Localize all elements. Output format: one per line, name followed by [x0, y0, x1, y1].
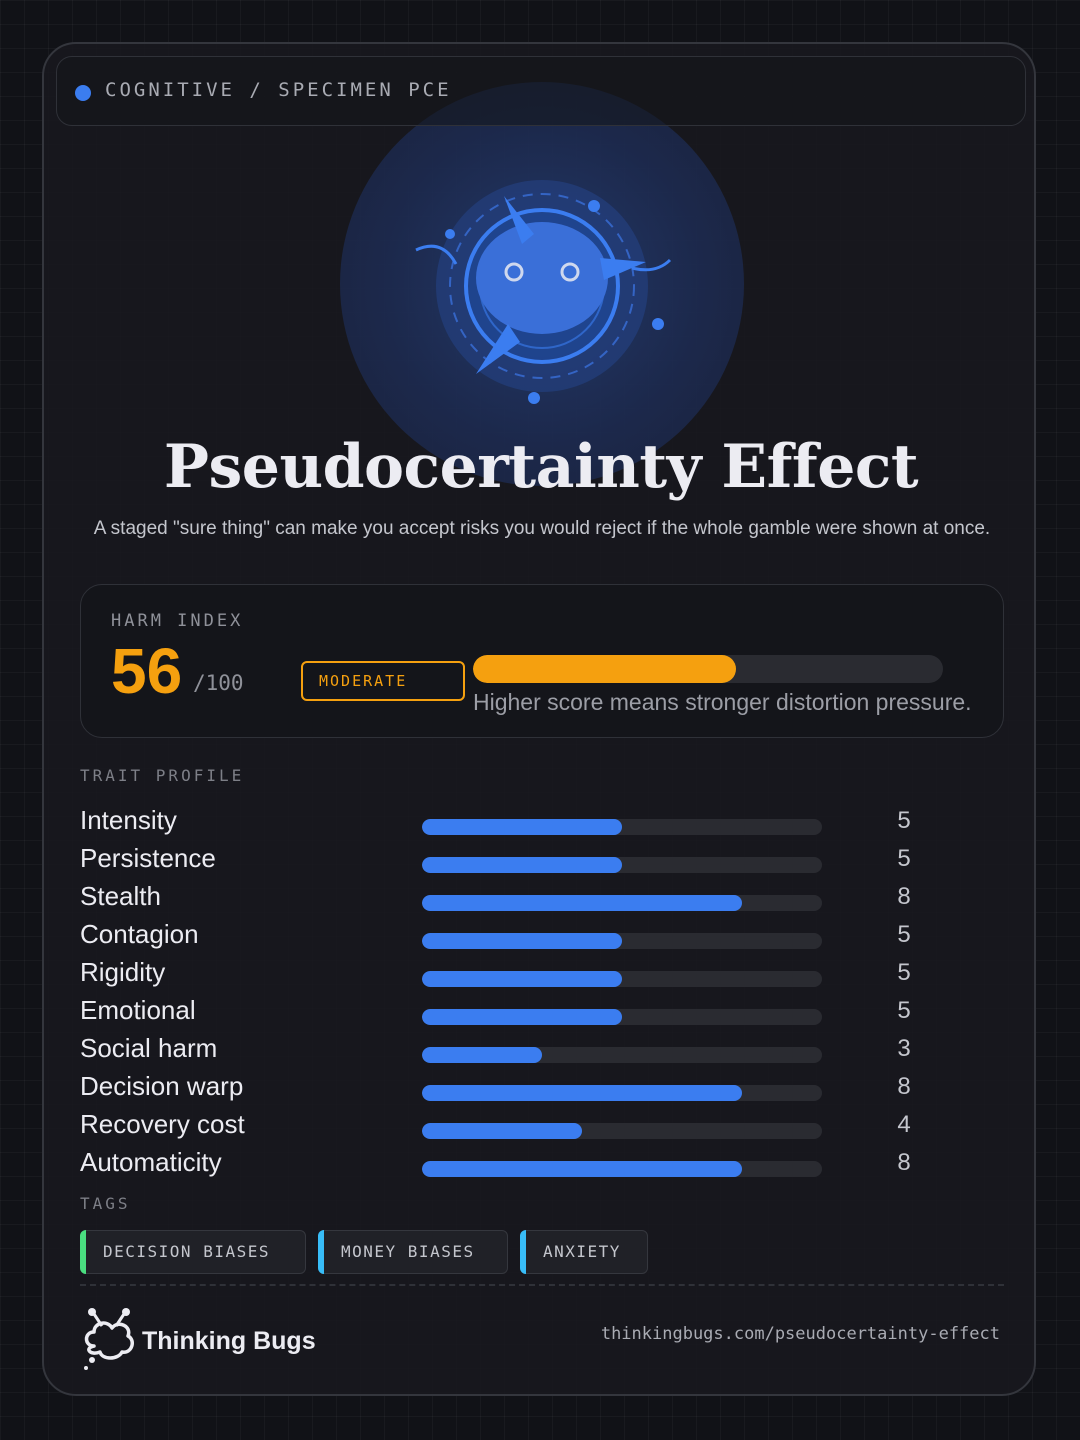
footer-divider	[80, 1284, 1004, 1286]
trait-bar-fill	[422, 1047, 542, 1063]
trait-name: Persistence	[80, 843, 216, 873]
trait-bar-track	[422, 895, 822, 911]
trait-value: 5	[897, 807, 911, 834]
tag-accent-stripe	[318, 1230, 324, 1274]
trait-row: Rigidity 5	[80, 954, 980, 992]
trait-bar-fill	[422, 1123, 582, 1139]
tag-label: ANXIETY	[543, 1242, 621, 1261]
specimen-card: COGNITIVE / SPECIMEN PCE Pseudocertainty…	[42, 42, 1036, 1396]
tags-label: TAGS	[80, 1194, 131, 1213]
trait-value: 8	[897, 883, 911, 910]
trait-bar-fill	[422, 971, 622, 987]
trait-name: Emotional	[80, 995, 196, 1025]
trait-row: Intensity 5	[80, 802, 980, 840]
trait-row: Decision warp 8	[80, 1068, 980, 1106]
trait-bar-fill	[422, 1085, 742, 1101]
trait-bar-track	[422, 971, 822, 987]
tag-label: MONEY BIASES	[341, 1242, 475, 1261]
harm-index-bar-fill	[473, 655, 737, 683]
trait-bar-track	[422, 819, 822, 835]
trait-name: Stealth	[80, 881, 161, 911]
thinking-bugs-logo-icon	[84, 1308, 134, 1370]
status-dot-icon	[75, 85, 91, 101]
page-title: Pseudocertainty Effect	[163, 432, 919, 502]
tag-accent-stripe	[80, 1230, 86, 1274]
trait-value: 5	[897, 921, 911, 948]
trait-row: Stealth 8	[80, 878, 980, 916]
trait-bar-track	[422, 1085, 822, 1101]
tag-chip[interactable]: MONEY BIASES	[318, 1230, 508, 1274]
trait-row: Automaticity 8	[80, 1144, 980, 1182]
trait-value: 5	[897, 997, 911, 1024]
trait-name: Decision warp	[80, 1071, 244, 1101]
tag-chip[interactable]: DECISION BIASES	[80, 1230, 306, 1274]
trait-bar-track	[422, 1047, 822, 1063]
trait-row: Social harm 3	[80, 1030, 980, 1068]
trait-bar-track	[422, 857, 822, 873]
trait-bar-track	[422, 1009, 822, 1025]
trait-name: Recovery cost	[80, 1109, 245, 1139]
tag-chip[interactable]: ANXIETY	[520, 1230, 648, 1274]
brand-url[interactable]: thinkingbugs.com/pseudocertainty-effect	[600, 1324, 1000, 1344]
trait-row: Persistence 5	[80, 840, 980, 878]
harm-index-bar-track	[473, 655, 943, 683]
trait-bar-fill	[422, 1161, 742, 1177]
trait-bar-fill	[422, 857, 622, 873]
trait-bar-track	[422, 933, 822, 949]
tag-label: DECISION BIASES	[103, 1242, 270, 1261]
trait-bar-fill	[422, 819, 622, 835]
trait-value: 3	[897, 1035, 911, 1062]
tag-accent-stripe	[520, 1230, 526, 1274]
trait-profile-label: TRAIT PROFILE	[80, 766, 245, 785]
harm-level-badge: MODERATE	[301, 661, 465, 701]
trait-name: Rigidity	[80, 957, 166, 987]
trait-bar-track	[422, 1161, 822, 1177]
trait-name: Contagion	[80, 919, 199, 949]
trait-name: Social harm	[80, 1033, 218, 1063]
bug-mascot-icon	[415, 180, 672, 404]
trait-value: 5	[897, 959, 911, 986]
trait-bar-fill	[422, 1009, 622, 1025]
harm-index-score: 56	[111, 635, 183, 707]
trait-row: Emotional 5	[80, 992, 980, 1030]
trait-bar-fill	[422, 933, 622, 949]
trait-bar-fill	[422, 895, 742, 911]
trait-value: 8	[897, 1149, 911, 1176]
trait-value: 8	[897, 1073, 911, 1100]
harm-index-panel: HARM INDEX 56 /100 MODERATE Higher score…	[80, 584, 1004, 738]
header-bar: COGNITIVE / SPECIMEN PCE	[56, 56, 1026, 126]
trait-name: Automaticity	[80, 1147, 222, 1177]
harm-index-label: HARM INDEX	[111, 611, 244, 631]
trait-bar-track	[422, 1123, 822, 1139]
trait-row: Contagion 5	[80, 916, 980, 954]
trait-value: 5	[897, 845, 911, 872]
brand-name: Thinking Bugs	[142, 1327, 316, 1355]
page-subtitle: A staged "sure thing" can make you accep…	[93, 518, 991, 539]
trait-name: Intensity	[80, 805, 177, 835]
specimen-category-label: COGNITIVE / SPECIMEN PCE	[105, 79, 452, 101]
harm-index-note: Higher score means stronger distortion p…	[473, 689, 972, 715]
trait-row: Recovery cost 4	[80, 1106, 980, 1144]
trait-profile-list: Intensity 5 Persistence 5 Stealth 8 Contagion 5…	[80, 802, 980, 1182]
harm-index-max: /100	[193, 671, 244, 695]
trait-value: 4	[897, 1111, 911, 1138]
